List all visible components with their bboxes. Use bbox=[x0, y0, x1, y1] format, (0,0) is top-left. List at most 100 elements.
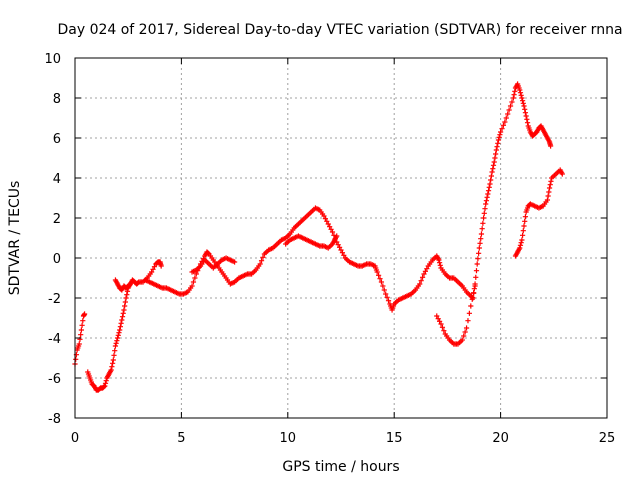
data-point bbox=[377, 276, 383, 282]
data-point bbox=[520, 228, 526, 234]
data-point bbox=[523, 113, 529, 119]
data-point bbox=[374, 269, 380, 275]
points-layer bbox=[72, 81, 565, 393]
data-point bbox=[518, 240, 524, 246]
data-point bbox=[334, 233, 340, 239]
data-point bbox=[329, 229, 336, 235]
data-point bbox=[109, 364, 115, 370]
data-point bbox=[546, 189, 552, 195]
data-point bbox=[121, 307, 127, 313]
data-point bbox=[511, 92, 517, 98]
data-point bbox=[495, 140, 501, 146]
data-point bbox=[78, 332, 84, 338]
data-point bbox=[519, 237, 525, 243]
data-point bbox=[507, 103, 514, 109]
data-point bbox=[519, 98, 526, 104]
data-point bbox=[478, 231, 485, 237]
y-tick-label: 2 bbox=[53, 212, 61, 227]
data-point bbox=[461, 333, 467, 339]
data-point bbox=[327, 224, 333, 230]
data-point bbox=[477, 240, 483, 246]
data-point bbox=[519, 95, 525, 101]
data-point bbox=[73, 356, 79, 362]
data-point bbox=[505, 111, 511, 117]
data-point bbox=[548, 143, 554, 149]
data-point bbox=[123, 295, 129, 301]
data-point bbox=[517, 242, 524, 248]
data-point bbox=[522, 106, 528, 112]
data-point bbox=[380, 283, 386, 289]
data-point bbox=[384, 294, 390, 300]
data-point bbox=[117, 324, 123, 330]
data-point bbox=[490, 162, 497, 168]
data-point bbox=[110, 357, 116, 363]
data-point bbox=[484, 194, 490, 200]
data-point bbox=[150, 266, 156, 272]
data-point bbox=[480, 215, 487, 221]
x-tick-label: 10 bbox=[280, 431, 297, 446]
data-point bbox=[339, 250, 346, 256]
data-point bbox=[544, 197, 551, 203]
data-point bbox=[321, 213, 327, 219]
data-point bbox=[102, 380, 109, 386]
data-point bbox=[476, 250, 482, 256]
data-point bbox=[124, 288, 131, 294]
data-point bbox=[493, 147, 499, 153]
data-point bbox=[524, 120, 531, 126]
grid-layer bbox=[75, 58, 607, 418]
data-point bbox=[491, 159, 497, 165]
data-point bbox=[385, 298, 392, 304]
data-point bbox=[466, 310, 472, 316]
data-point bbox=[336, 244, 343, 250]
data-point bbox=[475, 256, 481, 262]
data-point bbox=[114, 335, 121, 341]
data-point bbox=[439, 324, 446, 330]
data-point bbox=[463, 325, 470, 331]
data-point bbox=[111, 352, 117, 358]
data-point bbox=[151, 264, 158, 270]
data-point bbox=[441, 328, 447, 334]
data-point bbox=[232, 259, 238, 265]
data-point bbox=[486, 184, 492, 190]
data-point bbox=[499, 126, 505, 132]
data-point bbox=[419, 274, 426, 280]
data-point bbox=[485, 191, 491, 197]
data-point bbox=[500, 122, 507, 128]
data-point bbox=[378, 279, 385, 285]
x-tick-label: 25 bbox=[599, 431, 616, 446]
data-point bbox=[122, 299, 128, 305]
data-point bbox=[80, 318, 86, 324]
data-point bbox=[124, 292, 130, 298]
x-tick-label: 15 bbox=[386, 431, 403, 446]
data-point bbox=[521, 223, 527, 229]
data-point bbox=[338, 247, 344, 253]
data-point bbox=[438, 321, 444, 327]
data-point bbox=[493, 151, 499, 157]
data-point bbox=[435, 316, 441, 322]
data-point bbox=[325, 221, 331, 227]
x-tick-label: 0 bbox=[71, 431, 79, 446]
data-point bbox=[479, 226, 485, 232]
data-point bbox=[328, 226, 334, 232]
data-point bbox=[483, 198, 490, 204]
data-point bbox=[482, 206, 488, 212]
y-tick-label: -4 bbox=[48, 332, 61, 347]
data-point bbox=[473, 268, 480, 274]
data-point bbox=[424, 266, 430, 272]
data-point bbox=[109, 360, 116, 366]
plot-frame bbox=[74, 57, 608, 419]
data-point bbox=[476, 245, 482, 251]
chart-title: Day 024 of 2017, Sidereal Day-to-day VTE… bbox=[57, 22, 622, 38]
data-point bbox=[127, 282, 133, 288]
data-point bbox=[112, 343, 119, 349]
y-tick-label: 6 bbox=[53, 132, 61, 147]
data-point bbox=[122, 303, 128, 309]
data-point bbox=[335, 242, 341, 248]
data-point bbox=[522, 218, 528, 224]
data-point bbox=[503, 115, 509, 121]
y-tick-label: -2 bbox=[48, 292, 61, 307]
data-point bbox=[418, 278, 424, 284]
data-point bbox=[545, 193, 551, 199]
data-point bbox=[521, 103, 527, 109]
data-point bbox=[324, 218, 330, 224]
